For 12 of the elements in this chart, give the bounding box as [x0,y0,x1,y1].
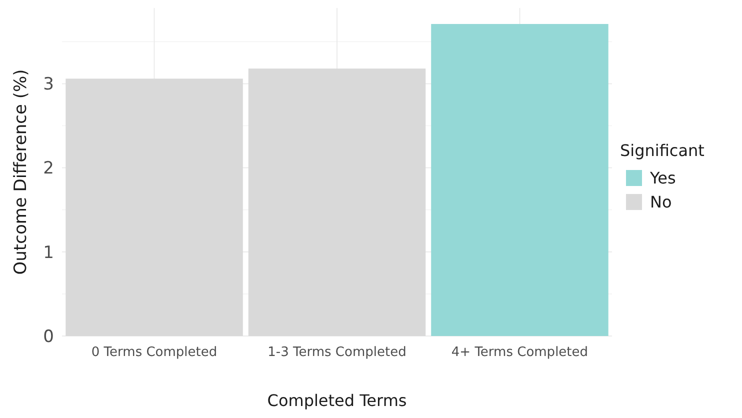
legend-title: Significant [620,141,704,160]
y-tick-label: 3 [43,74,54,95]
y-tick-label: 0 [43,326,54,347]
legend-label: No [650,192,672,212]
y-tick-label: 2 [43,158,54,179]
y-tick-label: 1 [43,242,54,263]
x-tick-label: 0 Terms Completed [91,345,218,360]
y-axis-title: Outcome Difference (%) [11,69,31,275]
x-axis-title: Completed Terms [267,391,407,410]
legend-label: Yes [649,168,676,188]
x-tick-label: 4+ Terms Completed [451,345,588,360]
x-tick-label: 1-3 Terms Completed [268,345,406,360]
